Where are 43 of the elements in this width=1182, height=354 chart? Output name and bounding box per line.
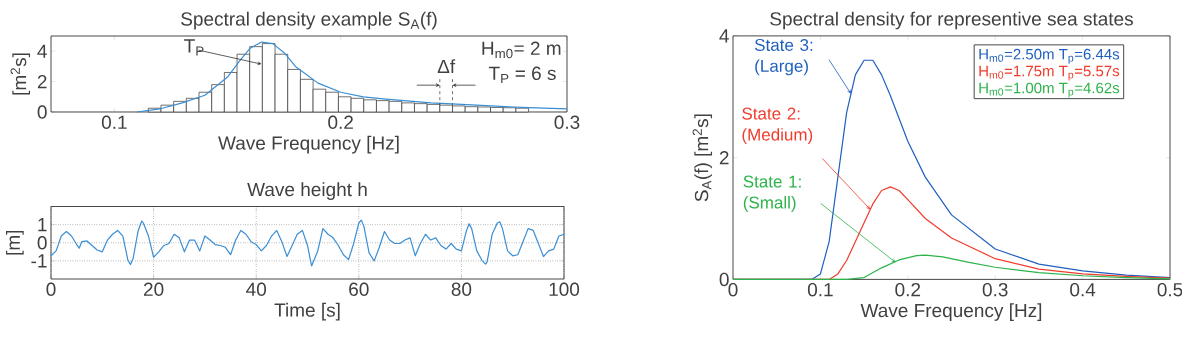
x-tick-label: 0.3 xyxy=(982,282,1008,297)
text: H$_{m0}$=1.75m T$_{p}$=5.57s xyxy=(979,65,1120,81)
y-tick-label: 2 xyxy=(719,151,729,165)
x-tick-label: 60 xyxy=(349,282,369,296)
x-tick-label: 0.4 xyxy=(1070,282,1096,297)
line-series xyxy=(136,41,568,113)
annotation: State 3: (Large) xyxy=(754,38,813,76)
y-tick-label: 0 xyxy=(37,105,47,119)
text: H$_{m0}$=2.50m T$_{p}$=6.44s xyxy=(979,48,1120,64)
y-axis-title: [m$^{2}$s] xyxy=(10,53,31,95)
y-tick-label: 4 xyxy=(719,29,729,43)
chart-title: Wave height h xyxy=(247,182,367,200)
x-tick-label: 0.1 xyxy=(101,115,127,129)
line-series xyxy=(50,219,565,267)
x-axis-title: Wave Frequency [Hz] xyxy=(218,135,399,154)
annotation: Δf xyxy=(437,59,456,73)
y-tick-label: 4 xyxy=(37,44,47,58)
y-axis-title: S$_{A}$(f) [m$^{2}$s] xyxy=(692,114,713,202)
x-tick-label: 80 xyxy=(451,282,472,296)
annotation: State 1: (Small) xyxy=(743,175,801,212)
annotation: T$_{P}$ = 6 s xyxy=(488,66,556,84)
x-tick-label: 0.5 xyxy=(1157,282,1182,297)
annotation: State 2: (Medium) xyxy=(742,107,813,144)
y-tick-label: 0 xyxy=(37,236,47,250)
annotation: H$_{m0}$= 2 m xyxy=(482,41,561,59)
x-tick-label: 0.2 xyxy=(328,115,353,129)
y-tick-label: 1 xyxy=(38,218,47,232)
y-axis-title: [m] xyxy=(6,230,24,255)
text: H$_{m0}$=1.00m T$_{p}$=4.62s xyxy=(979,82,1120,98)
x-tick-label: 0.3 xyxy=(554,115,580,129)
x-tick-label: 0 xyxy=(46,282,56,296)
x-tick-label: 20 xyxy=(144,282,164,296)
annotation: T$_{P}$ xyxy=(184,39,204,56)
x-axis-title: Wave Frequency [Hz] xyxy=(860,303,1042,321)
x-axis-title: Time [s] xyxy=(274,302,340,321)
x-tick-label: 100 xyxy=(549,282,580,296)
chart-title: Spectral density for representive sea states xyxy=(770,11,1133,30)
x-tick-label: 40 xyxy=(246,282,267,296)
y-tick-label: 2 xyxy=(37,74,47,89)
x-tick-label: 0.2 xyxy=(895,282,921,297)
y-tick-label: -1 xyxy=(31,254,47,268)
x-tick-label: 0.1 xyxy=(807,282,833,297)
chart-title: Spectral density example S$_{A}$(f) xyxy=(181,11,437,30)
